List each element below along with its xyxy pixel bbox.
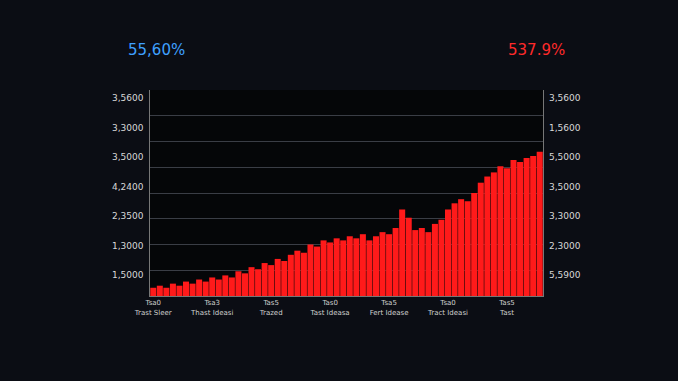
svg-text:1,5000: 1,5000 [112,270,144,280]
svg-text:537.9%: 537.9% [508,41,565,59]
svg-text:5,5000: 5,5000 [549,152,581,162]
svg-text:3,5600: 3,5600 [549,93,581,103]
svg-text:Tsa3Thast Ideasi: Tsa3Thast Ideasi [190,299,233,316]
svg-text:2,3500: 2,3500 [112,211,144,221]
svg-text:3,5000: 3,5000 [112,152,144,162]
svg-text:1,3000: 1,3000 [112,241,144,251]
svg-text:Tsa0Tract Ideasi: Tsa0Tract Ideasi [427,299,468,316]
svg-text:5,5900: 5,5900 [549,270,581,280]
svg-text:3,5000: 3,5000 [549,182,581,192]
svg-text:55,60%: 55,60% [128,41,185,59]
svg-text:3,3000: 3,3000 [112,123,144,133]
svg-text:Tas0Tast Ideasa: Tas0Tast Ideasa [310,299,350,316]
svg-text:4,2400: 4,2400 [112,182,144,192]
svg-text:2,3000: 2,3000 [549,241,581,251]
svg-text:Tsa0Trast Sleer: Tsa0Trast Sleer [134,299,172,316]
svg-text:1,5600: 1,5600 [549,123,581,133]
svg-text:3,3000: 3,3000 [549,211,581,221]
svg-text:Tas5Trazed: Tas5Trazed [259,299,283,316]
svg-text:Tsa5Fert Idease: Tsa5Fert Idease [370,299,409,316]
svg-text:3,5600: 3,5600 [112,93,144,103]
svg-text:Tas5Tast: Tas5Tast [498,299,515,316]
